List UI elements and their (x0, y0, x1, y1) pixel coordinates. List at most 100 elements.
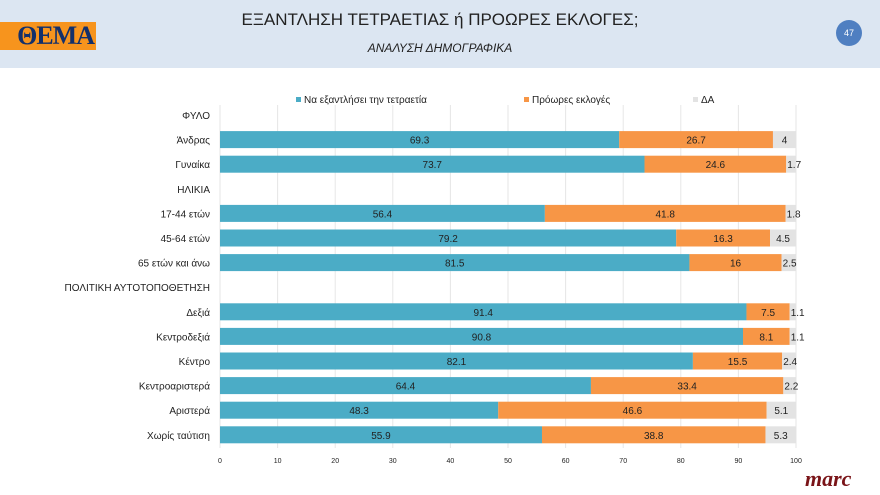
x-tick-label: 20 (331, 458, 339, 465)
bar-segment (220, 303, 747, 321)
data-label: 16.3 (713, 234, 733, 245)
data-label: 5.1 (774, 406, 788, 417)
data-label: 38.8 (644, 431, 664, 442)
x-tick-label: 70 (619, 458, 627, 465)
bar-segment (498, 401, 767, 419)
data-label: 1.8 (787, 209, 801, 220)
bar-segment (689, 254, 782, 272)
page-title: ΕΞΑΝΤΛΗΣΗ ΤΕΤΡΑΕΤΙΑΣ ή ΠΡΟΩΡΕΣ ΕΚΛΟΓΕΣ; (241, 10, 639, 29)
data-label: 82.1 (447, 357, 467, 368)
category-label: Κέντρο (179, 356, 211, 368)
data-label: 55.9 (371, 431, 391, 442)
legend-label: Να εξαντλήσει την τετραετία (304, 94, 427, 106)
bar-segment (743, 327, 790, 345)
data-label: 33.4 (677, 382, 697, 393)
data-label: 79.2 (438, 234, 458, 245)
data-label: 1.1 (791, 332, 805, 343)
bar-segment (644, 155, 787, 173)
data-label: 2.2 (784, 382, 798, 393)
data-label: 2.5 (783, 259, 797, 270)
bar-segment (220, 352, 693, 370)
x-tick-label: 90 (735, 458, 743, 465)
category-label: 65 ετών και άνω (138, 258, 210, 270)
x-tick-label: 10 (274, 458, 282, 465)
data-label: 91.4 (473, 308, 493, 319)
category-label: Άνδρας (177, 136, 211, 147)
data-label: 4.5 (776, 234, 790, 245)
slide-header: ΘΕΜΑ ΕΞΑΝΤΛΗΣΗ ΤΕΤΡΑΕΤΙΑΣ ή ΠΡΟΩΡΕΣ ΕΚΛΟ… (0, 0, 880, 68)
bar-segment (220, 426, 542, 444)
bar-segment (765, 426, 796, 444)
data-label: 4 (782, 136, 788, 147)
data-label: 46.6 (623, 406, 643, 417)
legend-label: Πρόωρες εκλογές (532, 94, 610, 106)
data-label: 7.5 (761, 308, 775, 319)
data-label: 90.8 (472, 332, 492, 343)
category-label: 17-44 ετών (161, 208, 210, 220)
data-label: 15.5 (728, 357, 748, 368)
bar-segment (772, 131, 796, 149)
category-label: ΗΛΙΚΙΑ (177, 185, 210, 196)
bar-segment (789, 327, 796, 345)
bar-segment (789, 303, 796, 321)
protothema-logo: ΘΕΜΑ (0, 22, 96, 50)
data-label: 56.4 (373, 209, 393, 220)
bar-segment (786, 155, 796, 173)
x-tick-label: 100 (790, 458, 802, 465)
data-label: 64.4 (396, 382, 416, 393)
x-tick-label: 60 (562, 458, 570, 465)
legend-swatch (296, 97, 301, 102)
bar-segment (785, 204, 796, 222)
legend-swatch (693, 97, 698, 102)
bar-segment (220, 254, 690, 272)
category-label: Χωρίς ταύτιση (147, 430, 210, 442)
data-label: 1.1 (791, 308, 805, 319)
data-label: 8.1 (759, 332, 773, 343)
bar-segment (220, 401, 499, 419)
category-label: ΦΥΛΟ (182, 111, 210, 122)
bar-segment (541, 426, 766, 444)
data-label: 81.5 (445, 259, 465, 270)
bar-segment (782, 352, 796, 370)
category-label: ΠΟΛΙΤΙΚΗ ΑΥΤΟΤΟΠΟΘΕΤΗΣΗ (65, 283, 210, 294)
legend-label: ΔΑ (701, 95, 715, 106)
category-label: Αριστερά (169, 405, 210, 417)
bar-segment (544, 204, 786, 222)
bar-segment (220, 377, 591, 395)
x-tick-label: 30 (389, 458, 397, 465)
data-label: 69.3 (410, 136, 430, 147)
category-label: Κεντροαριστερά (139, 381, 210, 393)
data-label: 73.7 (423, 160, 443, 171)
bar-segment (619, 131, 773, 149)
category-label: Δεξιά (186, 307, 210, 319)
bar-segment (783, 377, 796, 395)
bar-segment (692, 352, 783, 370)
bar-segment (766, 401, 796, 419)
category-label: Κεντροδεξιά (156, 331, 210, 343)
bar-segment (220, 229, 677, 247)
bar-segment (770, 229, 796, 247)
data-label: 16 (730, 259, 742, 270)
data-label: 24.6 (706, 160, 726, 171)
legend-swatch (524, 97, 529, 102)
bar-segment (746, 303, 790, 321)
bar-segment (590, 377, 784, 395)
x-tick-label: 80 (677, 458, 685, 465)
bar-segment (220, 204, 545, 222)
page-number-badge: 47 (836, 20, 862, 46)
x-tick-label: 40 (447, 458, 455, 465)
data-label: 5.3 (774, 431, 788, 442)
bar-segment (220, 131, 620, 149)
bar-segment (676, 229, 771, 247)
x-tick-label: 50 (504, 458, 512, 465)
data-label: 1.7 (787, 160, 801, 171)
data-label: 2.4 (783, 357, 797, 368)
marc-logo: marc (805, 466, 852, 491)
data-label: 26.7 (686, 136, 706, 147)
category-label: Γυναίκα (175, 159, 210, 171)
bar-segment (220, 155, 645, 173)
bar-segment (220, 327, 744, 345)
data-label: 41.8 (656, 209, 676, 220)
category-label: 45-64 ετών (161, 233, 210, 245)
